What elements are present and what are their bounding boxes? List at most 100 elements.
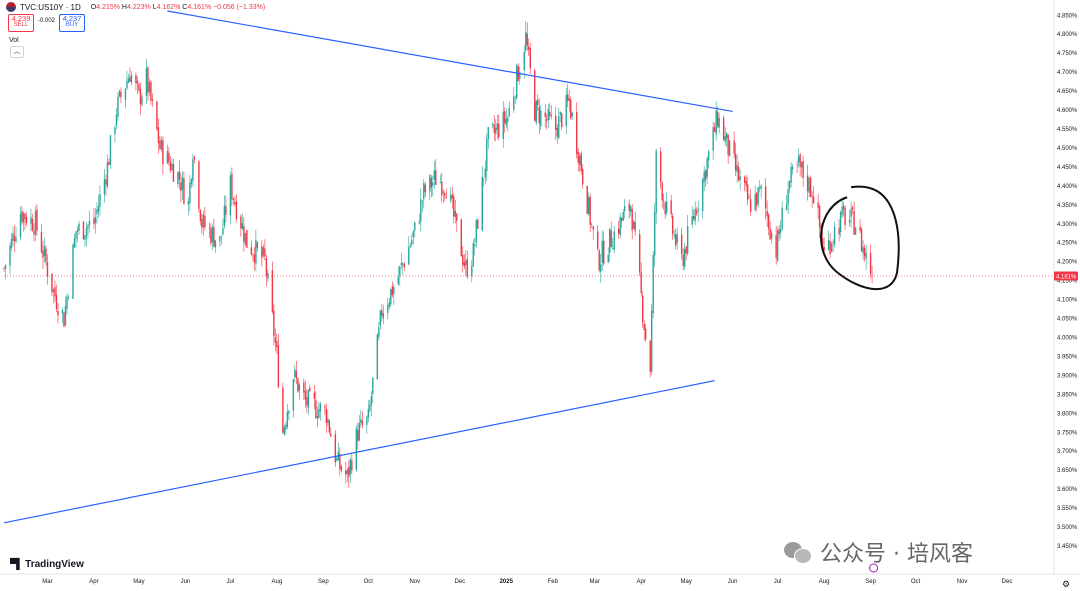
candle-body [799, 154, 801, 167]
candle-body [361, 420, 364, 426]
candle-body [842, 205, 845, 209]
candle-body [869, 252, 872, 274]
candle-body [309, 387, 311, 392]
candle-body [159, 141, 161, 149]
candle-body [862, 247, 864, 254]
low-value: 4.162% [156, 3, 181, 11]
candle-body [193, 156, 196, 160]
chevron-up-icon[interactable]: ︿ [10, 46, 24, 58]
candle-body [694, 208, 696, 222]
sell-button[interactable]: 4.239 SELL [8, 14, 34, 32]
candle-body [454, 210, 456, 217]
candle-body [43, 246, 46, 256]
candle-body [192, 159, 194, 181]
candle-body [544, 112, 546, 118]
candle-body [214, 240, 217, 248]
candle-body [307, 390, 310, 408]
y-tick-label: 4.700% [1057, 70, 1078, 76]
candle-body [550, 115, 552, 117]
candle-body [325, 408, 328, 423]
candle-body [45, 248, 47, 262]
event-marker-icon[interactable] [869, 563, 879, 573]
candle-body [619, 216, 621, 235]
x-tick-label: Oct [364, 579, 374, 585]
tradingview-logo[interactable]: ▀▌ TradingView [10, 559, 84, 570]
symbol-title[interactable]: TVC:US10Y · 1D [20, 2, 81, 12]
us-flag-icon [6, 2, 16, 12]
candle-body [213, 227, 215, 247]
candle-body [387, 305, 389, 314]
candle-body [534, 70, 536, 121]
x-tick-label: Mar [42, 579, 52, 585]
candle-body [441, 181, 443, 196]
candle-body [106, 162, 109, 187]
candle-body [166, 150, 169, 164]
y-tick-label: 4.550% [1057, 127, 1078, 133]
candle-body [277, 345, 280, 388]
candle-body [442, 191, 444, 193]
candle-body [19, 214, 22, 238]
candle-body [97, 205, 100, 212]
x-tick-label: Apr [89, 579, 98, 585]
candle-body [474, 244, 476, 247]
candle-body [340, 466, 343, 471]
x-tick-label: Nov [409, 579, 420, 585]
upper-trendline[interactable] [167, 10, 733, 113]
y-tick-label: 3.500% [1057, 525, 1078, 531]
candle-body [73, 238, 76, 248]
candle-body [157, 126, 160, 144]
candle-body [349, 459, 352, 475]
candle-body [685, 246, 687, 254]
volume-label[interactable]: Vol [9, 37, 19, 44]
candle-body [791, 166, 794, 170]
candle-body [712, 127, 714, 151]
candle-body [600, 264, 602, 272]
candle-body [180, 182, 182, 192]
candle-body [240, 216, 242, 229]
y-tick-label: 4.250% [1057, 241, 1078, 247]
x-tick-label: Sep [865, 579, 876, 585]
candle-body [832, 242, 834, 243]
gear-icon[interactable]: ⚙ [1062, 579, 1071, 589]
candle-body [187, 200, 190, 205]
candle-body [701, 179, 704, 212]
candle-body [854, 227, 857, 235]
candle-body [802, 160, 804, 178]
candle-body [559, 111, 561, 115]
candle-body [571, 112, 573, 117]
buy-button[interactable]: 4.237 BUY [59, 14, 86, 32]
tradingview-mark-icon: ▀▌ [10, 559, 23, 570]
candle-body [483, 178, 485, 180]
candle-body [597, 231, 599, 249]
candle-body [673, 234, 675, 236]
candle-body [736, 165, 738, 173]
candle-body [378, 327, 380, 338]
candle-body [643, 323, 645, 331]
candle-body [695, 210, 698, 214]
candle-body [525, 32, 527, 51]
candle-body [84, 235, 86, 241]
candle-body [674, 235, 677, 246]
last-price-badge [1054, 271, 1078, 281]
candle-body [718, 118, 720, 128]
hand-drawn-circle-annotation[interactable] [820, 185, 900, 291]
candle-body [640, 272, 642, 294]
x-tick-label: Mar [590, 579, 600, 585]
lower-trendline[interactable] [3, 380, 715, 524]
candle-body [481, 176, 483, 231]
candle-body [746, 184, 749, 200]
candle-body [330, 433, 332, 437]
y-tick-label: 3.550% [1057, 506, 1078, 512]
candle-body [160, 139, 163, 150]
candle-body [12, 233, 14, 241]
candle-body [264, 248, 266, 257]
candle-body [670, 200, 672, 214]
candle-body [812, 196, 815, 204]
candle-body [433, 170, 435, 180]
candle-body [859, 226, 861, 231]
candle-body [650, 310, 653, 372]
candle-body [169, 162, 172, 171]
candle-body [210, 228, 212, 244]
candle-body [790, 166, 792, 183]
